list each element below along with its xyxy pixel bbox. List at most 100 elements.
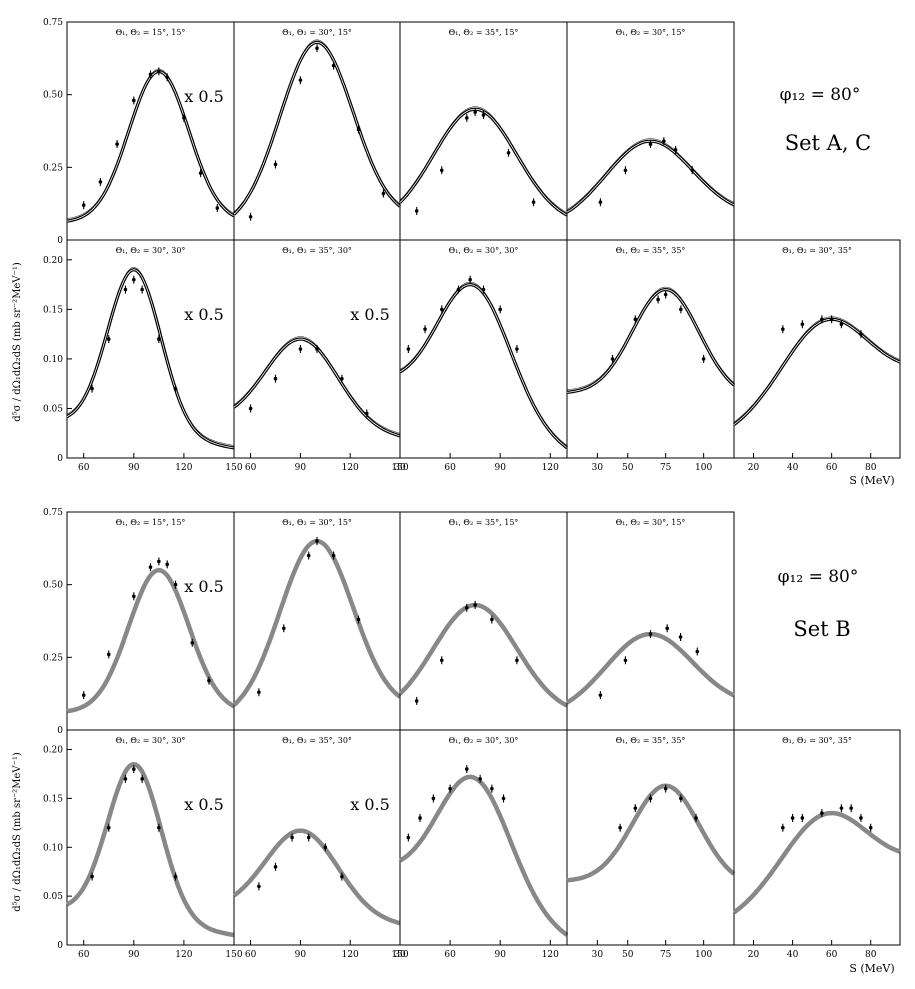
panel-frame: [566, 21, 735, 241]
theory-band-gap: [399, 284, 568, 449]
data-point: [157, 69, 161, 74]
data-point: [215, 206, 220, 210]
panel-title: Θ₁, Θ₂ = 30°, 30°: [449, 736, 519, 745]
panel-b-9: Θ₁, Θ₂ = 30°, 35° 20 40 60 80: [732, 729, 901, 960]
data-point: [306, 835, 311, 840]
x-tick-label: 40: [787, 950, 799, 960]
data-point: [690, 168, 695, 173]
data-point: [839, 322, 844, 327]
data-point: [468, 277, 472, 282]
x-tick-label: 100: [695, 463, 712, 473]
x-tick-label: 120: [342, 950, 359, 960]
panel-title: Θ₁, Θ₂ = 30°, 15°: [282, 28, 352, 37]
y-tick-label: 0.75: [43, 508, 63, 518]
data-point: [465, 116, 469, 120]
data-point: [820, 811, 824, 815]
theory-band: [398, 107, 568, 217]
theory-curve-upper: [399, 106, 568, 213]
data-point: [623, 168, 628, 173]
data-point: [165, 562, 169, 567]
data-point: [618, 825, 622, 830]
data-point: [610, 357, 615, 361]
x-tick-label: 100: [695, 950, 712, 960]
theory-band-gap: [733, 318, 901, 425]
panel-title: Θ₁, Θ₂ = 30°, 15°: [282, 518, 352, 527]
scale-note: x 0.5: [184, 87, 224, 106]
panel-b-4: Θ₁, Θ₂ = 30°, 15°: [565, 511, 735, 731]
data-point: [173, 874, 178, 879]
data-point: [673, 148, 678, 152]
panel-title: Θ₁, Θ₂ = 15°, 15°: [116, 518, 186, 527]
panel-frame: [733, 239, 901, 459]
panel-b-5: Θ₁, Θ₂ = 30°, 30° x 0.5 0 0.05 0.10 0.15 0.20 6…: [43, 729, 243, 960]
data-point: [406, 347, 411, 351]
data-point: [340, 874, 344, 879]
data-point: [598, 693, 603, 697]
x-tick-label: 20: [748, 950, 760, 960]
x-tick-label: 80: [865, 950, 877, 960]
x-tick-label: 60: [444, 950, 456, 960]
data-point: [182, 116, 186, 120]
x-tick-label: 80: [865, 463, 877, 473]
y-tick-label: 0.25: [43, 163, 63, 173]
data-point: [106, 652, 111, 657]
data-point: [490, 617, 494, 622]
data-point: [207, 678, 211, 683]
x-tick-label: 90: [128, 463, 140, 473]
y-tick-label: 0: [57, 941, 63, 951]
x-tick-label: 30: [592, 463, 604, 473]
data-point: [648, 632, 653, 636]
data-point: [800, 816, 805, 820]
data-point: [190, 641, 195, 645]
data-point: [115, 142, 119, 146]
data-point: [257, 690, 261, 695]
theory-band-gap: [66, 269, 235, 449]
panel-frame: [66, 729, 235, 946]
data-point: [859, 332, 863, 336]
panel-title: Θ₁, Θ₂ = 30°, 35°: [782, 736, 852, 745]
panel-b-3: Θ₁, Θ₂ = 35°, 15°: [398, 511, 569, 731]
data-point: [490, 786, 494, 791]
y-tick-label: 0: [57, 726, 63, 736]
data-point: [331, 63, 336, 68]
set-b-y-axis-label: d⁵σ / dΩ₁dΩ₂dS (mb sr⁻²MeV⁻¹): [12, 752, 23, 912]
data-point: [515, 347, 519, 351]
data-point: [173, 386, 178, 391]
data-point: [173, 582, 178, 587]
x-tick-label: 30: [394, 950, 406, 960]
data-point: [365, 411, 369, 416]
theory-band: [65, 761, 235, 938]
panel-title: Θ₁, Θ₂ = 30°, 30°: [116, 736, 186, 745]
x-tick-label: 75: [660, 950, 672, 960]
y-tick-label: 0.20: [43, 746, 63, 756]
data-point: [356, 617, 361, 622]
theory-band: [566, 287, 736, 394]
panel-b-1: Θ₁, Θ₂ = 15°, 15° x 0.5 0 0.25 0.50 0.75: [43, 508, 236, 736]
theory-band: [232, 828, 401, 926]
data-point: [90, 386, 94, 391]
set-ac-set-label: Set A, C: [785, 131, 872, 155]
panel-b-2: Θ₁, Θ₂ = 30°, 15°: [232, 511, 402, 731]
set-b-set-label: Set B: [793, 617, 850, 641]
x-tick-label: 60: [245, 463, 257, 473]
theory-curve-upper: [66, 266, 235, 446]
x-tick-label: 50: [622, 463, 634, 473]
y-tick-label: 0: [57, 454, 63, 464]
x-tick-label: 60: [245, 950, 257, 960]
data-point: [679, 307, 683, 312]
data-point: [406, 835, 411, 840]
x-tick-label: 60: [78, 463, 90, 473]
y-tick-label: 0.50: [43, 91, 63, 101]
data-point: [820, 317, 824, 322]
theory-curve-upper: [566, 138, 735, 210]
data-point: [679, 796, 683, 801]
panel-ac-6: Θ₁, Θ₂ = 35°, 30° x 0.5 60 90 120 150: [233, 239, 409, 473]
x-tick-label: 120: [542, 463, 559, 473]
panel-title: Θ₁, Θ₂ = 35°, 35°: [616, 246, 686, 255]
data-point: [157, 825, 161, 830]
data-point: [800, 322, 805, 327]
panel-ac-7: Θ₁, Θ₂ = 30°, 30° 30 60 90 120: [394, 239, 568, 473]
panel-title: Θ₁, Θ₂ = 30°, 30°: [449, 246, 519, 255]
